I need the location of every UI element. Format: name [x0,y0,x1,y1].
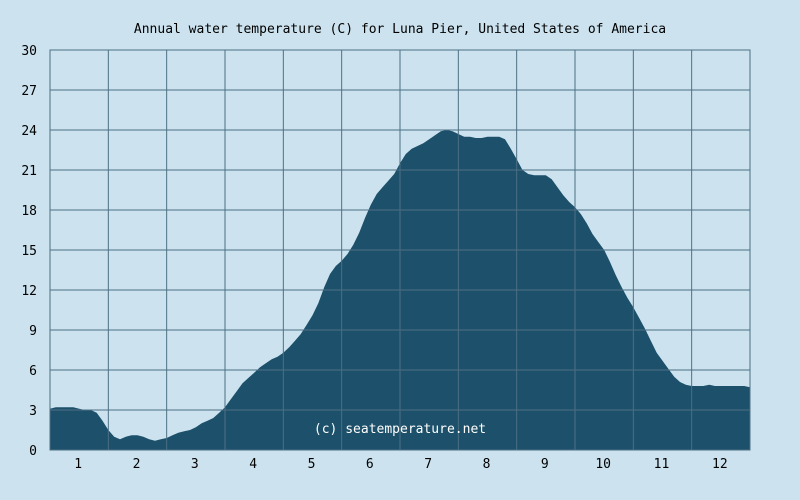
y-tick-label: 27 [21,84,37,99]
x-tick-label: 8 [483,457,491,472]
x-axis-tick-labels: 1 2 3 4 5 6 7 8 9 10 11 12 [74,457,727,472]
y-tick-label: 24 [21,124,37,139]
y-tick-label: 0 [29,444,37,459]
y-tick-label: 15 [21,244,37,259]
x-tick-label: 9 [541,457,549,472]
x-tick-label: 7 [424,457,432,472]
y-tick-label: 9 [29,324,37,339]
y-tick-label: 21 [21,164,37,179]
x-tick-label: 2 [133,457,141,472]
plot-border [49,49,751,451]
y-tick-label: 18 [21,204,37,219]
y-tick-label: 12 [21,284,37,299]
x-tick-label: 6 [366,457,374,472]
y-tick-label: 6 [29,364,37,379]
y-tick-label: 30 [21,44,37,59]
copyright-watermark: (c) seatemperature.net [314,422,486,437]
x-tick-label: 1 [74,457,82,472]
x-tick-label: 3 [191,457,199,472]
y-axis-tick-labels: 0 3 6 9 12 15 18 21 24 27 30 [21,44,37,459]
x-tick-label: 12 [712,457,728,472]
x-tick-label: 11 [654,457,670,472]
grid-lines [50,49,750,451]
chart-title: Annual water temperature (C) for Luna Pi… [134,22,666,37]
y-tick-label: 3 [29,404,37,419]
x-tick-label: 10 [595,457,611,472]
x-tick-label: 4 [249,457,257,472]
x-tick-label: 5 [308,457,316,472]
